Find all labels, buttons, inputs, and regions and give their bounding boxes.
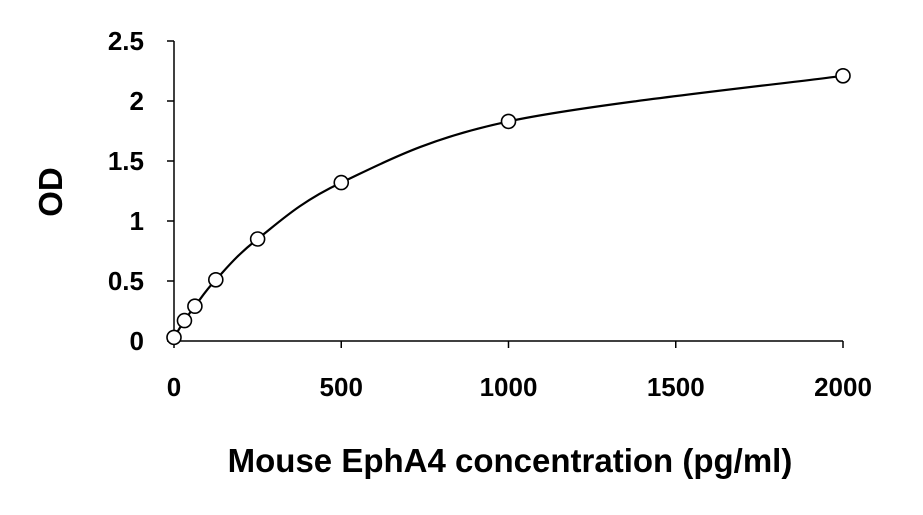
x-tick-label: 2000 — [814, 372, 872, 402]
y-axis-title: OD — [32, 167, 69, 217]
y-tick-label: 1.5 — [108, 146, 144, 176]
y-tick-label: 0 — [130, 326, 144, 356]
x-tick-label: 500 — [320, 372, 363, 402]
y-tick-label: 1 — [130, 206, 144, 236]
y-tick-label: 0.5 — [108, 266, 144, 296]
x-tick-label: 1000 — [480, 372, 538, 402]
data-point-marker — [187, 298, 203, 315]
data-point-marker — [176, 312, 193, 329]
data-point-marker — [208, 271, 224, 288]
axes: 0 0.5 1 1.5 2 2.5 0 500 1000 1500 2000 — [108, 26, 872, 402]
x-tick-label: 0 — [167, 372, 181, 402]
data-points-layer — [166, 68, 851, 346]
fit-curve-line — [173, 74, 844, 338]
data-point-marker — [333, 174, 350, 191]
data-point-marker — [500, 113, 517, 130]
fit-curve-layer — [173, 74, 844, 338]
data-point-marker — [249, 231, 266, 247]
data-point-marker — [835, 68, 851, 84]
x-axis-title: Mouse EphA4 concentration (pg/ml) — [228, 442, 793, 479]
x-tick-label: 1500 — [647, 372, 705, 402]
y-tick-label: 2.5 — [108, 26, 144, 56]
y-tick-label: 2 — [130, 86, 144, 116]
data-point-marker — [166, 329, 182, 346]
